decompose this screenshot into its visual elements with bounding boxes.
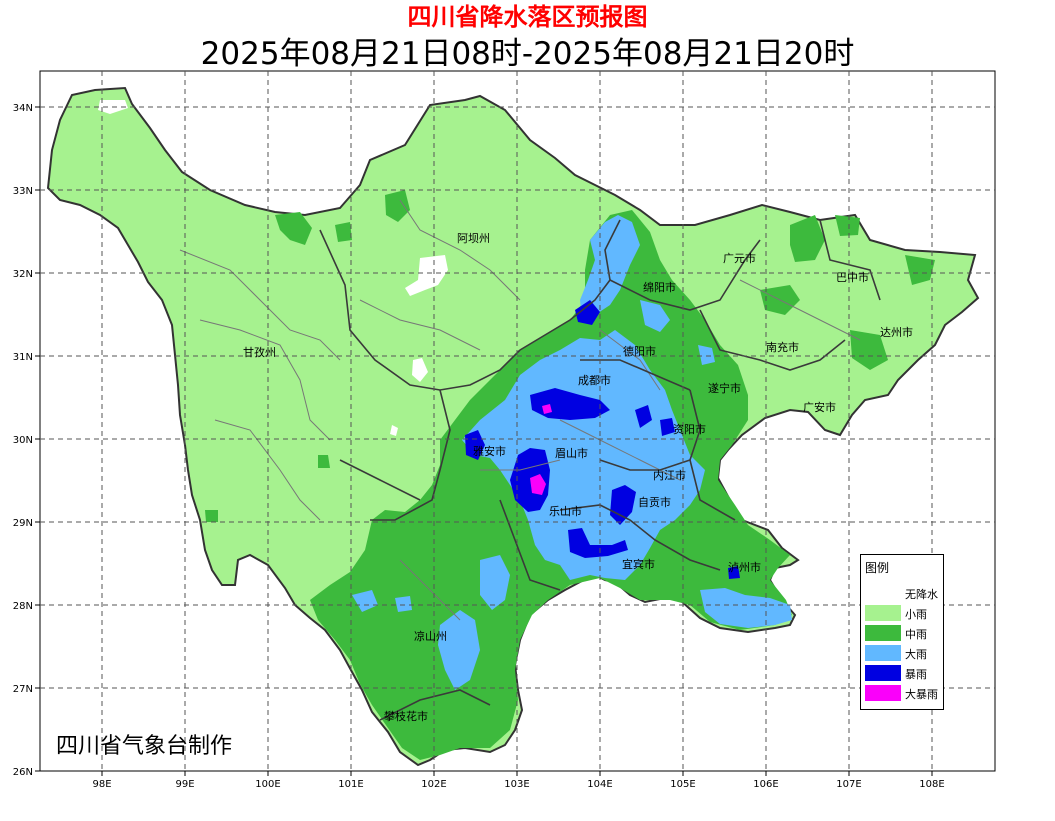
legend-label: 小雨 xyxy=(905,608,927,621)
legend-swatch xyxy=(865,685,901,701)
no-rain-patch xyxy=(412,358,428,382)
lon-label: 106E xyxy=(753,779,778,790)
lat-label: 26N xyxy=(13,767,33,778)
legend-item-heavy-rain: 大雨 xyxy=(865,643,941,663)
city-label-panzhihua: 攀枝花市 xyxy=(384,709,428,723)
legend-swatch xyxy=(865,605,901,621)
legend-item-heavy-rainstorm: 大暴雨 xyxy=(865,683,941,703)
map-subtitle: 2025年08月21日08时-2025年08月21日20时 xyxy=(200,36,855,72)
city-label-deyang: 德阳市 xyxy=(623,344,656,358)
legend-item-light-rain: 小雨 xyxy=(865,603,941,623)
city-label-ziyang: 资阳市 xyxy=(673,422,706,436)
city-label-chengdu: 成都市 xyxy=(578,373,611,387)
city-label-dazhou: 达州市 xyxy=(880,325,913,339)
lon-label: 107E xyxy=(836,779,861,790)
city-label-yaan: 雅安市 xyxy=(473,444,506,458)
city-labels: 阿坝州 甘孜州 广元市 巴中市 绵阳市 达州市 南充市 德阳市 成都市 遂宁市 … xyxy=(243,231,913,723)
lat-label: 32N xyxy=(13,269,33,280)
lat-label: 33N xyxy=(13,186,33,197)
lon-label: 104E xyxy=(587,779,612,790)
producer-credit: 四川省气象台制作 xyxy=(56,734,233,759)
legend-swatch xyxy=(865,585,901,601)
county-boundaries xyxy=(179,199,861,621)
lon-label: 100E xyxy=(255,779,280,790)
city-label-zigong: 自贡市 xyxy=(638,495,671,509)
lon-label: 99E xyxy=(175,779,194,790)
legend-swatch xyxy=(865,625,901,641)
legend: 图例 无降水 小雨 中雨 大雨 暴雨 大暴雨 xyxy=(860,554,944,710)
legend-item-moderate-rain: 中雨 xyxy=(865,623,941,643)
lon-label: 101E xyxy=(338,779,363,790)
lon-label: 108E xyxy=(919,779,944,790)
lon-label: 98E xyxy=(92,779,111,790)
lat-label: 28N xyxy=(13,601,33,612)
longitude-labels: 98E 99E 100E 101E 102E 103E 104E 105E 10… xyxy=(92,779,944,790)
city-label-aba: 阿坝州 xyxy=(457,231,490,245)
legend-swatch xyxy=(865,665,901,681)
lon-label: 102E xyxy=(421,779,446,790)
legend-label: 无降水 xyxy=(905,588,938,601)
map-title: 四川省降水落区预报图 xyxy=(407,3,648,31)
city-label-luzhou: 泸州市 xyxy=(728,560,761,574)
no-rain-patch xyxy=(405,255,448,296)
lat-label: 30N xyxy=(13,435,33,446)
lat-label: 31N xyxy=(13,352,33,363)
lat-label: 29N xyxy=(13,518,33,529)
city-label-ganzi: 甘孜州 xyxy=(243,345,276,359)
city-label-guangan: 广安市 xyxy=(803,400,836,414)
legend-swatch xyxy=(865,645,901,661)
city-label-meishan: 眉山市 xyxy=(555,446,588,460)
lat-label: 27N xyxy=(13,684,33,695)
legend-label: 大雨 xyxy=(905,648,927,661)
city-label-bazhong: 巴中市 xyxy=(836,270,869,284)
lat-label: 34N xyxy=(13,103,33,114)
city-label-neijiang: 内江市 xyxy=(653,468,686,482)
heavy-rainstorm-areas xyxy=(530,404,552,495)
no-rain-patch xyxy=(390,425,398,436)
heavy-rain-areas xyxy=(352,215,792,690)
lon-label: 105E xyxy=(670,779,695,790)
city-label-guangyuan: 广元市 xyxy=(723,251,756,265)
legend-item-rainstorm: 暴雨 xyxy=(865,663,941,683)
legend-label: 中雨 xyxy=(905,628,927,641)
city-label-suining: 遂宁市 xyxy=(708,381,741,395)
city-label-yibin: 宜宾市 xyxy=(622,557,655,571)
city-label-leshan: 乐山市 xyxy=(549,504,582,518)
city-label-mianyang: 绵阳市 xyxy=(643,280,676,294)
legend-label: 暴雨 xyxy=(905,668,927,681)
graticule xyxy=(40,71,995,771)
latitude-labels: 34N 33N 32N 31N 30N 29N 28N 27N 26N xyxy=(13,103,33,778)
city-label-liangshan: 凉山州 xyxy=(414,629,447,643)
legend-item-none: 无降水 xyxy=(865,583,941,603)
legend-label: 大暴雨 xyxy=(905,688,938,701)
city-label-nanchong: 南充市 xyxy=(766,340,799,354)
lon-label: 103E xyxy=(504,779,529,790)
legend-title: 图例 xyxy=(865,561,890,575)
axis-ticks xyxy=(35,106,933,776)
